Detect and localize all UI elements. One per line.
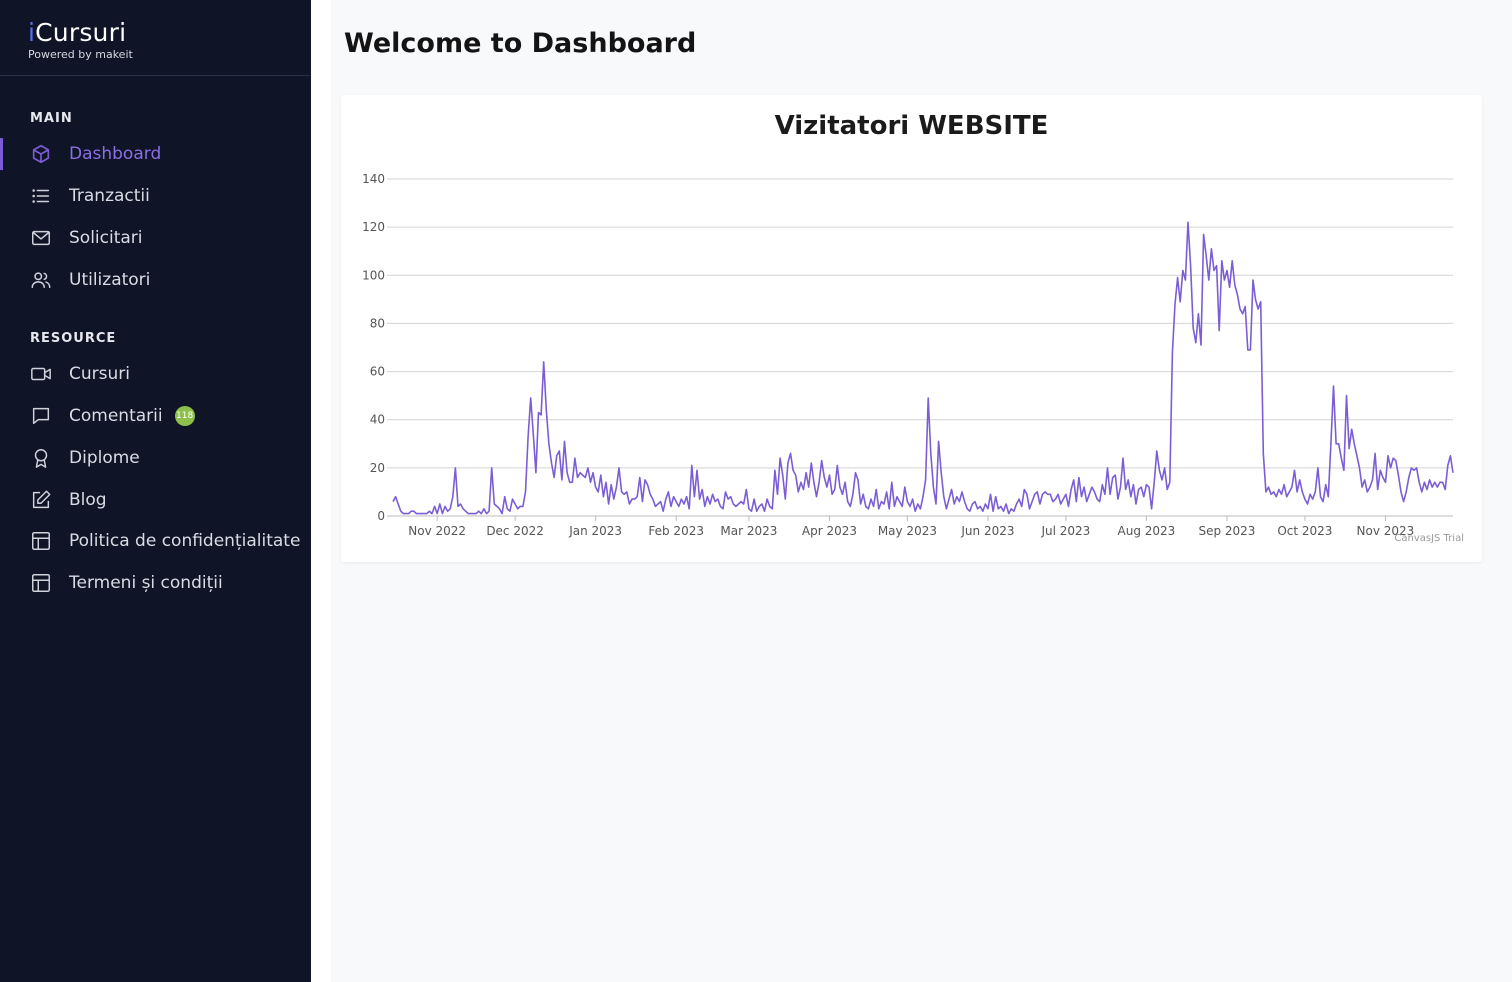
sidebar-item-dashboard[interactable]: Dashboard xyxy=(0,134,311,174)
sidebar-item-diplome[interactable]: Diplome xyxy=(0,438,311,478)
y-tick-label: 100 xyxy=(362,268,385,282)
sidebar-item-tranzactii[interactable]: Tranzactii xyxy=(0,176,311,216)
y-tick-label: 80 xyxy=(370,316,385,330)
sidebar-item-label: Cursuri xyxy=(69,364,130,384)
visitors-chart: 0 20 40 60 80 100 120 140 Nov 2022 Dec 2022 Jan 20… xyxy=(362,172,1454,538)
users-icon xyxy=(30,269,52,291)
series-line-visitors xyxy=(392,221,1454,515)
page-title: Welcome to Dashboard xyxy=(344,28,697,59)
x-tick-label: Sep 2023 xyxy=(1198,524,1255,538)
chart-watermark: CanvasJS Trial xyxy=(1394,533,1464,544)
x-tick-label: Apr 2023 xyxy=(802,524,857,538)
sidebar-item-label: Politica de confidențialitate xyxy=(69,531,301,551)
sidebar-item-label: Comentarii xyxy=(69,406,163,426)
x-tick-label: Dec 2022 xyxy=(486,524,544,538)
comment-icon xyxy=(30,405,52,427)
brand-name: iCursuri xyxy=(28,20,311,46)
mail-icon xyxy=(30,227,52,249)
sidebar-item-label: Utilizatori xyxy=(69,270,151,290)
x-tick-label: Nov 2023 xyxy=(1357,524,1415,538)
sidebar-item-utilizatori[interactable]: Utilizatori xyxy=(0,260,311,300)
sidebar: iCursuri Powered by makeit MAIN Dashboar… xyxy=(0,0,311,982)
layout-icon xyxy=(30,530,52,552)
sidebar-item-politica[interactable]: Politica de confidențialitate xyxy=(0,521,311,561)
brand[interactable]: iCursuri Powered by makeit xyxy=(0,0,311,76)
comments-count-badge: 118 xyxy=(174,406,195,426)
x-tick-label: Mar 2023 xyxy=(720,524,777,538)
brand-subtitle: Powered by makeit xyxy=(28,48,133,61)
sidebar-item-solicitari[interactable]: Solicitari xyxy=(0,218,311,258)
y-tick-label: 20 xyxy=(370,461,385,475)
layout-icon xyxy=(30,572,52,594)
sidebar-item-cursuri[interactable]: Cursuri xyxy=(0,354,311,394)
section-title-main: MAIN xyxy=(30,111,73,126)
sidebar-item-blog[interactable]: Blog xyxy=(0,480,311,520)
chart-title: Vizitatori WEBSITE xyxy=(774,111,1049,141)
x-tick-label: Jul 2023 xyxy=(1040,524,1090,538)
sidebar-item-label: Tranzactii xyxy=(69,186,150,206)
x-tick-label: May 2023 xyxy=(878,524,937,538)
x-tick-label: Jun 2023 xyxy=(960,524,1014,538)
cube-icon xyxy=(30,143,52,165)
x-tick-label: Oct 2023 xyxy=(1277,524,1332,538)
sidebar-item-label: Termeni și condiții xyxy=(69,573,223,593)
brand-name-rest: Cursuri xyxy=(35,18,127,47)
sidebar-item-comentarii[interactable]: Comentarii 118 xyxy=(0,396,311,436)
video-icon xyxy=(30,363,52,385)
y-tick-label: 0 xyxy=(377,509,385,523)
list-icon xyxy=(30,185,52,207)
sidebar-item-label: Dashboard xyxy=(69,144,162,164)
sidebar-item-label: Diplome xyxy=(69,448,140,468)
y-tick-label: 140 xyxy=(362,172,385,186)
chart-card: Vizitatori WEBSITE 0 20 40 60 80 100 120 140 Nov… xyxy=(341,95,1482,562)
section-title-resource: RESOURCE xyxy=(30,331,117,346)
sidebar-item-label: Blog xyxy=(69,490,107,510)
x-tick-label: Nov 2022 xyxy=(408,524,466,538)
award-icon xyxy=(30,447,52,469)
sidebar-item-label: Solicitari xyxy=(69,228,143,248)
content-edge xyxy=(311,0,331,982)
x-tick-label: Aug 2023 xyxy=(1118,524,1176,538)
y-tick-label: 120 xyxy=(362,220,385,234)
brand-name-prefix: i xyxy=(28,18,36,47)
x-tick-label: Jan 2023 xyxy=(568,524,622,538)
sidebar-item-termeni[interactable]: Termeni și condiții xyxy=(0,563,311,603)
x-tick-label: Feb 2023 xyxy=(648,524,704,538)
y-tick-label: 60 xyxy=(370,365,385,379)
edit-icon xyxy=(30,489,52,511)
y-tick-label: 40 xyxy=(370,413,385,427)
